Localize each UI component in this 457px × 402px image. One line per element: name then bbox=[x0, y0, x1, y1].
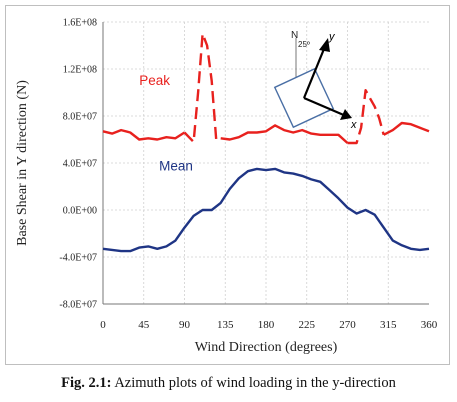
peak-series-line bbox=[383, 121, 430, 136]
x-tick-label: 0 bbox=[100, 319, 106, 331]
caption-text: Azimuth plots of wind loading in the y-d… bbox=[111, 375, 396, 391]
inset-y-label: y bbox=[328, 31, 336, 43]
base-shear-chart: 1.6E+08 1.2E+08 8.0E+07 4.0E+07 0.0E+00 -4.0E… bbox=[15, 18, 438, 356]
x-axis-title: Wind Direction (degrees) bbox=[195, 340, 338, 355]
x-tick-label: 45 bbox=[138, 319, 150, 331]
y-tick-label: 0.0E+00 bbox=[63, 206, 97, 217]
x-tick-label: 270 bbox=[339, 319, 356, 331]
y-tick-label: 4.0E+07 bbox=[63, 159, 97, 170]
x-tick-label: 135 bbox=[217, 319, 234, 331]
y-axis-arrow bbox=[302, 43, 328, 99]
inset-x-label: x bbox=[350, 119, 357, 131]
mean-series-label: Mean bbox=[159, 158, 193, 173]
caption-label: Fig. 2.1: bbox=[61, 375, 112, 391]
y-tick-label: 1.2E+08 bbox=[63, 65, 97, 76]
peak-series-line bbox=[347, 89, 385, 145]
x-axis-arrow bbox=[303, 96, 347, 118]
y-arrowhead bbox=[319, 38, 330, 52]
x-tick-label: 90 bbox=[179, 319, 191, 331]
x-tick-label: 315 bbox=[380, 319, 397, 331]
y-tick-label: 1.6E+08 bbox=[63, 18, 97, 29]
y-axis-title: Base Shear in Y direction (N) bbox=[15, 80, 30, 246]
y-tick-label: 8.0E+07 bbox=[63, 112, 97, 123]
peak-series-line bbox=[102, 128, 186, 141]
x-tick-label: 360 bbox=[421, 319, 438, 331]
rotation-angle-label: 25º bbox=[298, 40, 310, 49]
x-tick-label: 180 bbox=[258, 319, 275, 331]
chart-frame: 1.6E+08 1.2E+08 8.0E+07 4.0E+07 0.0E+00 -4.0E… bbox=[5, 5, 450, 365]
mean-series-line bbox=[102, 167, 430, 253]
peak-series-line bbox=[183, 32, 222, 144]
x-tick-label: 225 bbox=[299, 319, 316, 331]
peak-series-label: Peak bbox=[139, 73, 170, 88]
figure-caption: Fig. 2.1: Azimuth plots of wind loading … bbox=[0, 375, 457, 392]
peak-series-line bbox=[220, 124, 349, 144]
north-label: N bbox=[291, 30, 298, 41]
x-arrowhead bbox=[340, 109, 352, 120]
y-tick-label: -8.0E+07 bbox=[59, 300, 97, 311]
y-tick-label: -4.0E+07 bbox=[59, 253, 97, 264]
